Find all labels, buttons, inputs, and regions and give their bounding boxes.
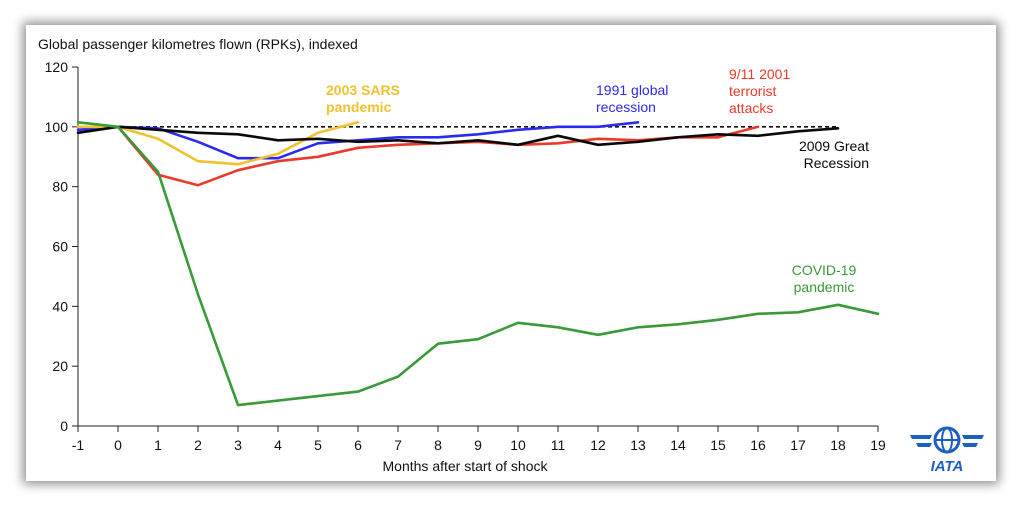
x-tick-label: 13: [630, 437, 646, 453]
y-axis-title: Global passenger kilometres flown (RPKs)…: [38, 36, 358, 52]
x-tick-label: 7: [394, 437, 402, 453]
y-tick-label: 120: [45, 59, 69, 75]
x-tick-label: 0: [114, 437, 122, 453]
series-label-2003-sars-pandemic: 2003 SARS pandemic: [326, 82, 400, 115]
series-label-line: COVID-19: [792, 262, 857, 278]
series-label-line: pandemic: [326, 99, 392, 115]
x-tick-label: 19: [870, 437, 886, 453]
series-line-1991-global-recession: [76, 121, 640, 160]
series-line-2009-great-recession: [76, 125, 840, 147]
x-tick-label: 9: [474, 437, 482, 453]
x-tick-label: 4: [274, 437, 282, 453]
x-tick-label: 8: [434, 437, 442, 453]
x-tick-label: 12: [590, 437, 606, 453]
x-tick-label: 11: [551, 437, 566, 453]
series-label-covid-19-pandemic: COVID-19 pandemic: [792, 262, 857, 295]
series-label-line: 2009 Great: [799, 138, 869, 154]
x-tick-label: 2: [194, 437, 202, 453]
logo-text: IATA: [931, 458, 964, 475]
line-chart: Global passenger kilometres flown (RPKs)…: [38, 36, 984, 475]
y-tick-label: 60: [52, 239, 68, 255]
series-line-covid-19-pandemic: [76, 121, 880, 407]
series-label-line: attacks: [729, 100, 773, 116]
y-tick-label: 0: [60, 418, 68, 434]
series-label-line: recession: [596, 99, 656, 115]
globe-icon: [910, 426, 984, 454]
y-tick-label: 20: [52, 358, 68, 374]
chart-card: Global passenger kilometres flown (RPKs)…: [26, 25, 996, 481]
y-tick-label: 80: [52, 179, 68, 195]
x-tick-label: 17: [790, 437, 806, 453]
series-label-9-11-2001-terrorist-attacks: 9/11 2001 terrorist attacks: [729, 66, 790, 116]
iata-logo: IATA: [910, 426, 984, 475]
series-label-line: pandemic: [794, 279, 855, 295]
x-tick-label: 5: [314, 437, 322, 453]
x-tick-label: 3: [234, 437, 242, 453]
x-tick-label: 14: [670, 437, 686, 453]
series-label-line: terrorist: [729, 83, 777, 99]
x-tick-label: 18: [830, 437, 846, 453]
series-line-2003-sars-pandemic: [76, 121, 360, 166]
series-label-line: 1991 global: [596, 82, 668, 98]
series-label-line: 9/11 2001: [729, 66, 790, 82]
x-tick-label: 6: [354, 437, 362, 453]
series-label-2009-great-recession: 2009 Great Recession: [799, 138, 869, 171]
x-axis-title: Months after start of shock: [383, 458, 549, 474]
x-tick-label: -1: [72, 437, 85, 453]
x-tick-label: 15: [710, 437, 726, 453]
series-label-line: 2003 SARS: [326, 82, 400, 98]
x-tick-label: 1: [154, 437, 162, 453]
series-label-1991-global-recession: 1991 global recession: [596, 82, 668, 115]
series-label-line: Recession: [804, 155, 869, 171]
x-tick-label: 10: [510, 437, 526, 453]
y-tick-label: 100: [45, 119, 69, 135]
y-tick-label: 40: [52, 298, 68, 314]
x-tick-label: 16: [750, 437, 766, 453]
